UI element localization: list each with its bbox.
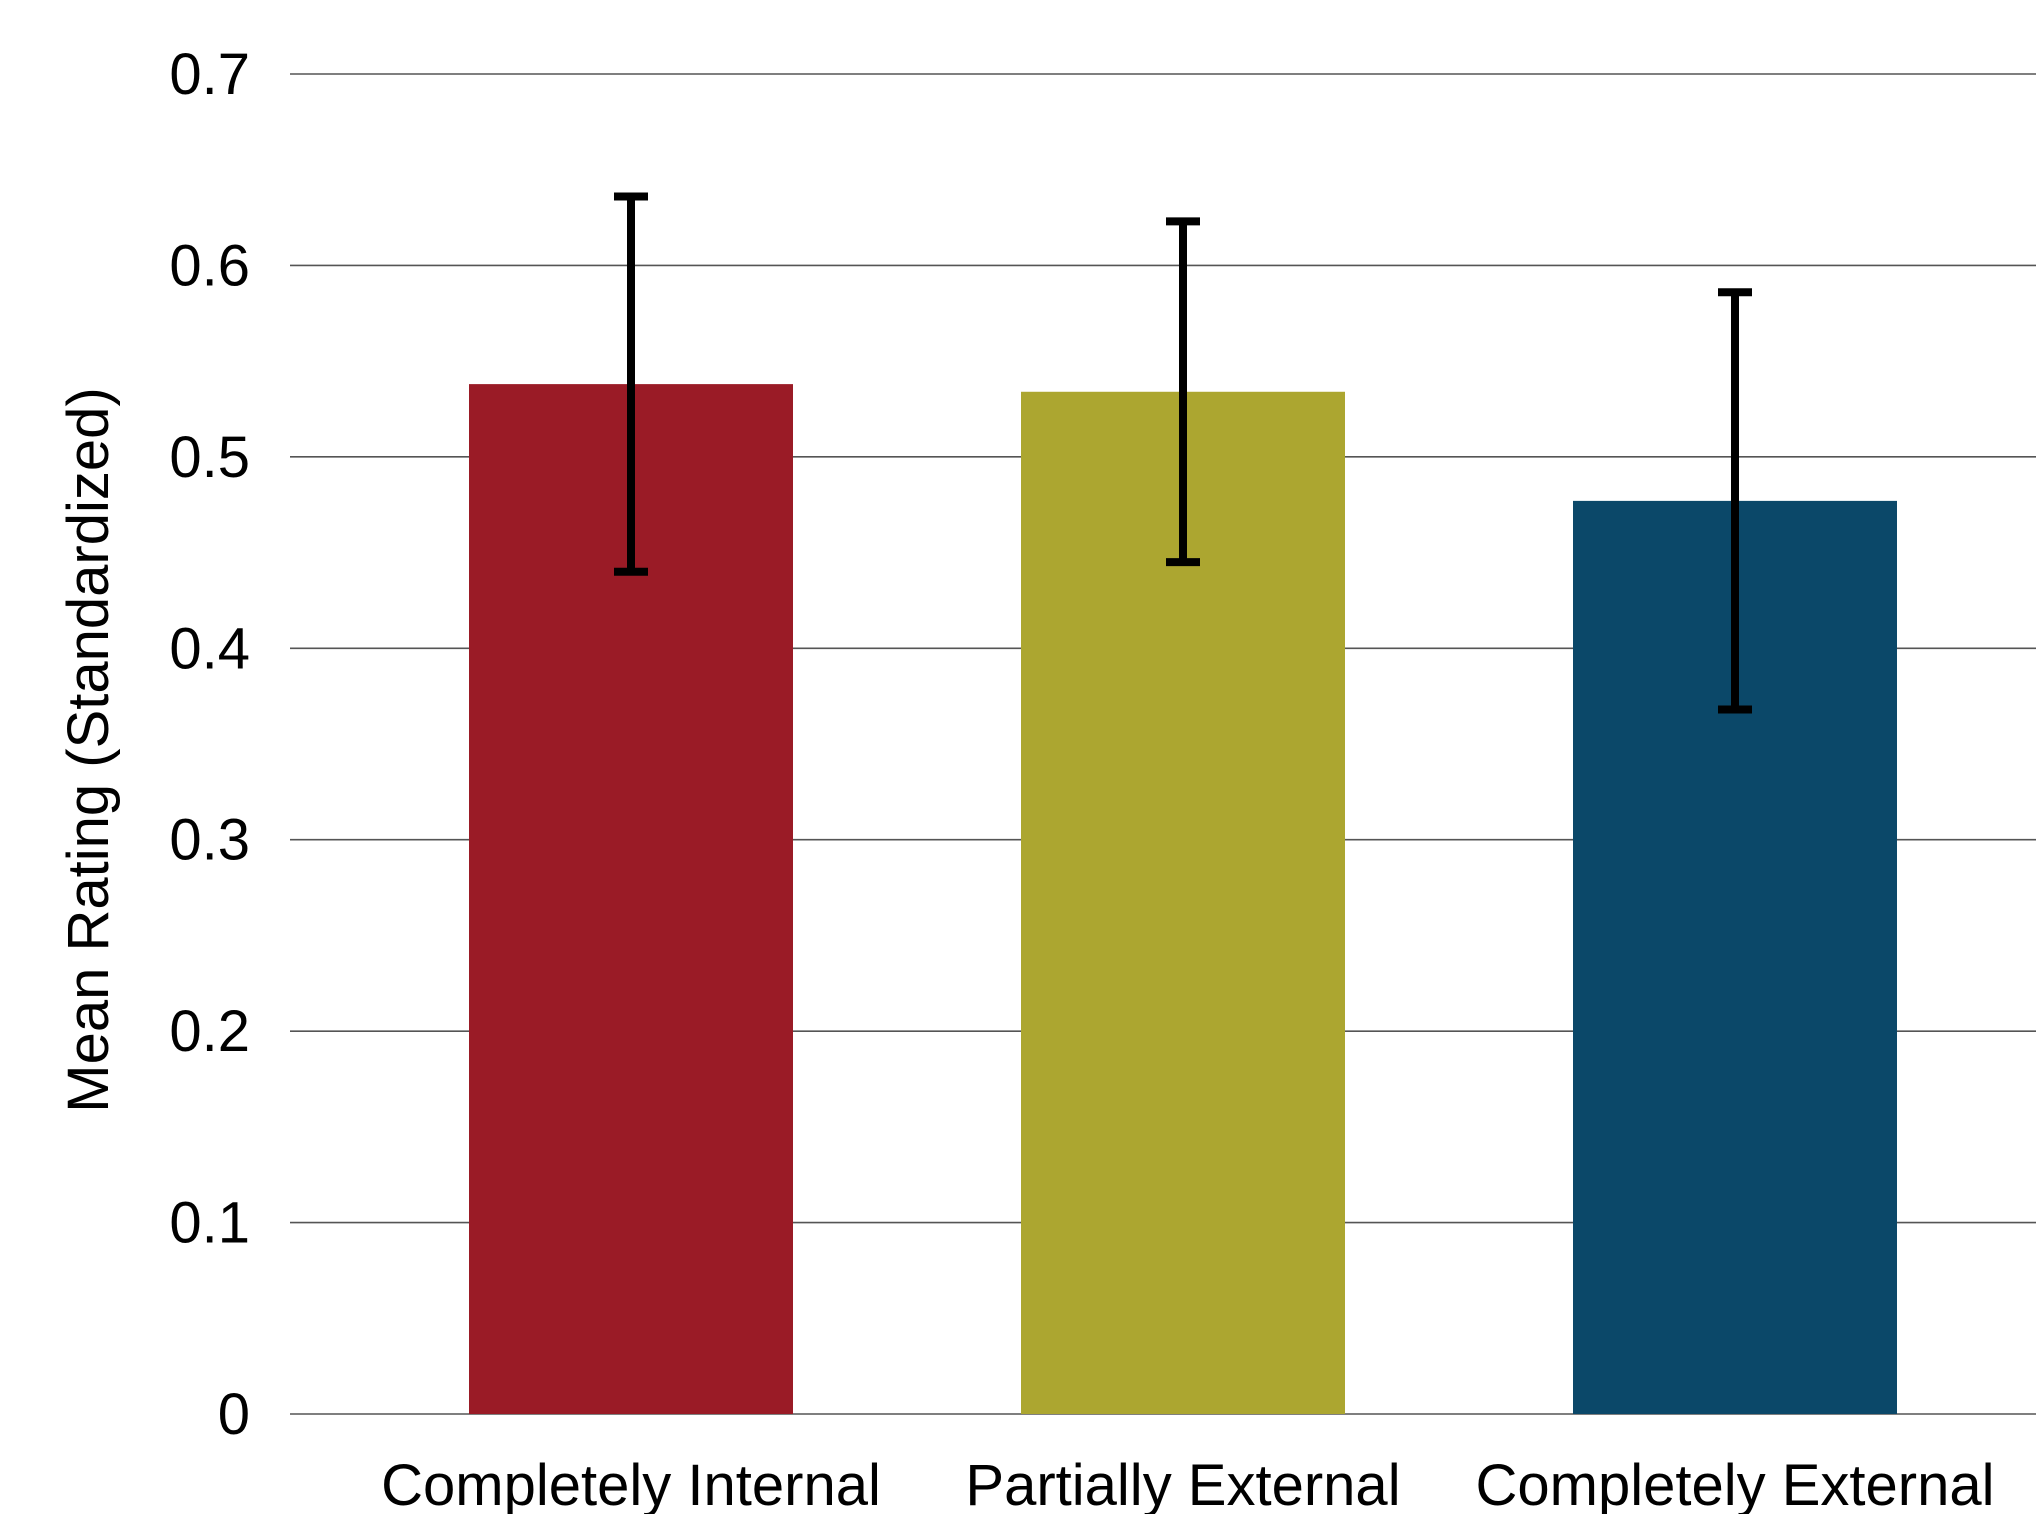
y-tick-label: 0.6: [169, 233, 250, 298]
y-tick-label: 0.7: [169, 42, 250, 107]
category-label: Completely Internal: [381, 1453, 881, 1514]
error-bars: [614, 192, 1752, 714]
y-tick-labels: 0 0.1 0.2 0.3 0.4 0.5 0.6 0.7: [169, 42, 250, 1447]
y-tick-label: 0.1: [169, 1191, 250, 1256]
y-tick-label: 0.4: [169, 616, 250, 681]
error-bar: [1166, 217, 1200, 567]
bars: [469, 384, 1897, 1415]
error-bar: [1718, 288, 1752, 714]
category-label: Partially External: [965, 1453, 1400, 1514]
y-axis-title: Mean Rating (Standardized): [56, 387, 121, 1112]
y-tick-label: 0.5: [169, 425, 250, 490]
y-tick-label: 0.3: [169, 808, 250, 873]
error-bar: [614, 192, 648, 576]
category-label: Completely External: [1476, 1453, 1995, 1514]
y-tick-label: 0.2: [169, 999, 250, 1064]
category-labels: Completely Internal Partially External Com…: [381, 1453, 1994, 1514]
y-tick-label: 0: [218, 1382, 250, 1447]
